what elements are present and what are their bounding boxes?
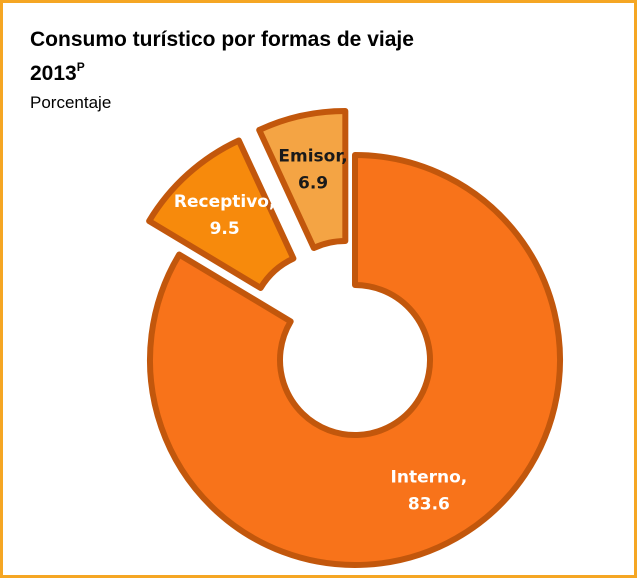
superscript: P	[77, 60, 85, 74]
label-category: Interno,	[391, 468, 468, 488]
chart-title-year: 2013P	[30, 60, 85, 85]
label-category: Emisor,	[278, 147, 347, 167]
label-value: 6.9	[298, 174, 328, 194]
chart-title: Consumo turístico por formas de viaje	[30, 28, 414, 51]
donut-slice	[146, 137, 297, 291]
label-category: Receptivo,	[174, 192, 276, 212]
data-label: Receptivo, 9.5	[174, 192, 276, 239]
data-label: Interno, 83.6	[391, 468, 468, 515]
label-value: 83.6	[408, 495, 450, 515]
label-value: 9.5	[210, 219, 240, 239]
data-label: Emisor, 6.9	[278, 147, 347, 194]
year: 2013	[30, 62, 77, 85]
chart-subtitle: Porcentaje	[30, 93, 111, 112]
donut-slice	[147, 152, 563, 568]
donut-slice	[256, 108, 349, 251]
